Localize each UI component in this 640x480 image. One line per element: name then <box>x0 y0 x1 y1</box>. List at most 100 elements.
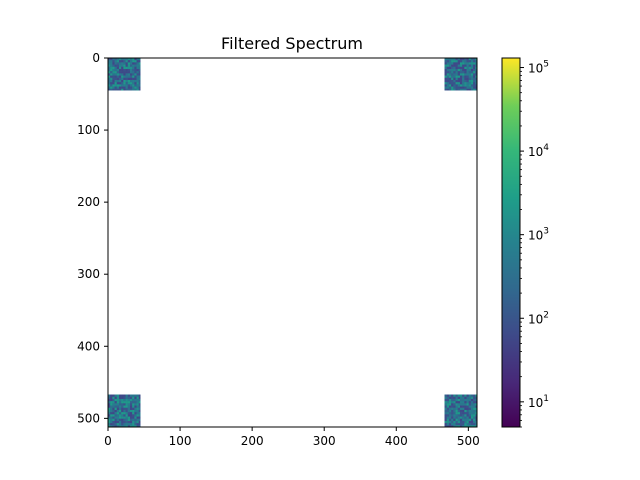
spectrum-cell <box>121 401 124 404</box>
spectrum-cell <box>466 418 469 421</box>
spectrum-cell <box>138 84 141 87</box>
spectrum-cell <box>475 86 477 89</box>
spectrum-cell <box>132 403 135 406</box>
spectrum-cell <box>119 71 122 74</box>
spectrum-cell <box>134 60 137 63</box>
spectrum-cell <box>110 69 113 72</box>
spectrum-cell <box>116 423 119 426</box>
spectrum-cell <box>466 409 469 413</box>
spectrum-cell <box>108 409 111 413</box>
spectrum-cell <box>136 71 139 74</box>
spectrum-cell <box>138 62 141 65</box>
spectrum-cell <box>464 407 467 410</box>
spectrum-cell <box>132 62 135 65</box>
spectrum-cell <box>110 398 113 402</box>
spectrum-cell <box>457 409 460 413</box>
spectrum-cell <box>444 84 447 87</box>
spectrum-cell <box>444 88 447 91</box>
spectrum-cell <box>473 66 476 69</box>
spectrum-cell <box>464 88 467 91</box>
spectrum-cell <box>462 64 465 67</box>
spectrum-cell <box>134 425 137 427</box>
spectrum-cell <box>468 82 471 85</box>
spectrum-cell <box>468 412 471 415</box>
spectrum-cell <box>475 69 477 72</box>
spectrum-cell <box>114 414 117 417</box>
spectrum-cell <box>116 420 119 424</box>
spectrum-cell <box>132 398 135 402</box>
spectrum-cell <box>130 66 133 69</box>
spectrum-cell <box>444 62 447 65</box>
spectrum-cell <box>108 73 111 76</box>
spectrum-cell <box>127 401 130 404</box>
spectrum-cell <box>119 414 122 417</box>
spectrum-cell <box>116 412 119 415</box>
spectrum-cell <box>134 396 137 399</box>
spectrum-cell <box>123 414 126 417</box>
spectrum-cell <box>121 60 124 63</box>
colorbar-tick-label: 103 <box>528 227 549 243</box>
spectrum-cell <box>459 62 463 65</box>
spectrum-cell <box>462 403 465 406</box>
spectrum-cell <box>132 396 135 399</box>
spectrum-cell <box>459 409 463 413</box>
spectrum-cell <box>121 423 124 426</box>
spectrum-cell <box>451 64 454 67</box>
spectrum-cell <box>446 80 449 83</box>
spectrum-cell <box>108 407 111 410</box>
spectrum-cell <box>455 86 458 89</box>
spectrum-cell <box>127 403 130 406</box>
spectrum-cell <box>446 425 449 427</box>
spectrum-cell <box>453 396 456 399</box>
y-tick-label: 400 <box>77 339 100 353</box>
spectrum-cell <box>451 69 454 72</box>
spectrum-cell <box>132 73 135 76</box>
spectrum-cell <box>473 412 476 415</box>
spectrum-cell <box>125 420 128 424</box>
spectrum-cell <box>123 62 126 65</box>
spectrum-cell <box>114 394 117 397</box>
spectrum-cell <box>119 412 122 415</box>
spectrum-cell <box>453 423 456 426</box>
x-tick-label: 200 <box>241 434 264 448</box>
spectrum-cell <box>114 423 117 426</box>
spectrum-cell <box>127 88 130 91</box>
spectrum-cell <box>464 82 467 85</box>
spectrum-cell <box>132 412 135 415</box>
spectrum-cell <box>108 423 111 426</box>
spectrum-cell <box>112 398 115 402</box>
spectrum-cell <box>138 75 141 78</box>
spectrum-cell <box>130 84 133 87</box>
spectrum-cell <box>119 396 122 399</box>
spectrum-cell <box>464 414 467 417</box>
spectrum-cell <box>123 405 126 408</box>
spectrum-cell <box>466 88 469 91</box>
spectrum-cell <box>132 80 135 83</box>
spectrum-cell <box>455 60 458 63</box>
y-tick-label: 500 <box>77 411 100 425</box>
spectrum-cell <box>466 77 469 80</box>
corner-region-top-right <box>444 58 477 91</box>
spectrum-cell <box>134 77 137 80</box>
spectrum-cell <box>448 84 452 87</box>
spectrum-cell <box>462 66 465 69</box>
spectrum-cell <box>127 82 130 85</box>
spectrum-cell <box>470 396 474 399</box>
spectrum-cell <box>134 86 137 89</box>
spectrum-cell <box>132 405 135 408</box>
spectrum-cell <box>136 84 139 87</box>
spectrum-cell <box>470 88 474 91</box>
spectrum-cell <box>130 412 133 415</box>
spectrum-cell <box>455 58 458 61</box>
spectrum-cell <box>444 423 447 426</box>
spectrum-cell <box>110 396 113 399</box>
spectrum-cell <box>466 73 469 76</box>
spectrum-cell <box>125 64 128 67</box>
spectrum-cell <box>110 88 113 91</box>
spectrum-cell <box>136 407 139 410</box>
spectrum-cell <box>136 69 139 72</box>
spectrum-cell <box>108 405 111 408</box>
spectrum-cell <box>464 405 467 408</box>
spectrum-cell <box>468 407 471 410</box>
spectrum-cell <box>444 425 447 427</box>
